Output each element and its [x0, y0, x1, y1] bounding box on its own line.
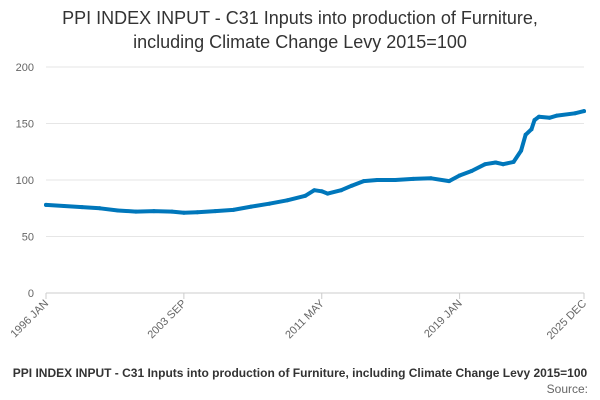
data-point [511, 159, 516, 164]
data-point [181, 210, 186, 215]
data-point [213, 209, 218, 214]
x-tick-label: 2019 JAN [422, 298, 465, 341]
data-point [97, 206, 102, 211]
data-point [573, 111, 577, 116]
data-point [267, 201, 272, 206]
data-point [303, 193, 308, 198]
data-point [249, 204, 254, 209]
y-tick-label: 200 [16, 62, 34, 74]
data-point [195, 210, 200, 215]
data-point [62, 204, 66, 208]
data-point [349, 183, 354, 188]
data-point [529, 127, 534, 132]
data-point [501, 162, 506, 167]
chart-title-line-2: including Climate Change Levy 2015=100 [133, 32, 467, 52]
data-point [169, 209, 174, 214]
chart-title: PPI INDEX INPUT - C31 Inputs into produc… [0, 6, 600, 54]
data-point [457, 173, 462, 178]
data-point [447, 179, 452, 184]
y-tick-label: 150 [16, 119, 34, 131]
data-point [312, 188, 317, 193]
data-point [115, 208, 120, 213]
data-point [411, 176, 416, 181]
data-point [429, 176, 434, 181]
data-point [319, 189, 324, 194]
x-tick-label: 2011 MAY [283, 297, 327, 341]
data-point [582, 109, 586, 114]
data-point [519, 148, 524, 153]
data-point [532, 118, 537, 123]
data-point [469, 169, 474, 173]
data-point [44, 202, 48, 207]
x-axis: 1996 JAN 2003 SEP 2011 MAY 2019 JAN 2025 DEC [8, 293, 589, 342]
y-axis: 0 50 100 150 200 [16, 62, 34, 300]
data-point [537, 114, 541, 119]
data-point [555, 113, 559, 118]
data-point [231, 207, 236, 212]
data-point [325, 191, 330, 196]
y-tick-label: 0 [28, 288, 34, 300]
data-point [151, 209, 156, 214]
data-point [483, 162, 488, 167]
x-tick-label: 2003 SEP [145, 298, 189, 342]
data-point [375, 178, 380, 182]
y-tick-label: 50 [22, 232, 34, 244]
data-point [393, 178, 398, 182]
data-point [133, 209, 138, 214]
data-point [361, 179, 366, 184]
y-tick-label: 100 [16, 175, 34, 187]
chart-title-line-1: PPI INDEX INPUT - C31 Inputs into produc… [62, 8, 538, 28]
plot-area [44, 109, 586, 215]
x-tick-label: 2025 DEC [545, 298, 589, 342]
source-label: Source: [547, 382, 588, 396]
data-point [493, 160, 498, 165]
gridlines [46, 66, 584, 294]
data-point [285, 198, 290, 203]
series-line [44, 109, 586, 215]
legend-label: PPI INDEX INPUT - C31 Inputs into produc… [13, 366, 588, 380]
data-point [80, 205, 84, 210]
data-point [523, 132, 528, 137]
data-point [547, 115, 552, 120]
x-tick-label: 1996 JAN [8, 298, 51, 341]
data-point [339, 188, 344, 193]
